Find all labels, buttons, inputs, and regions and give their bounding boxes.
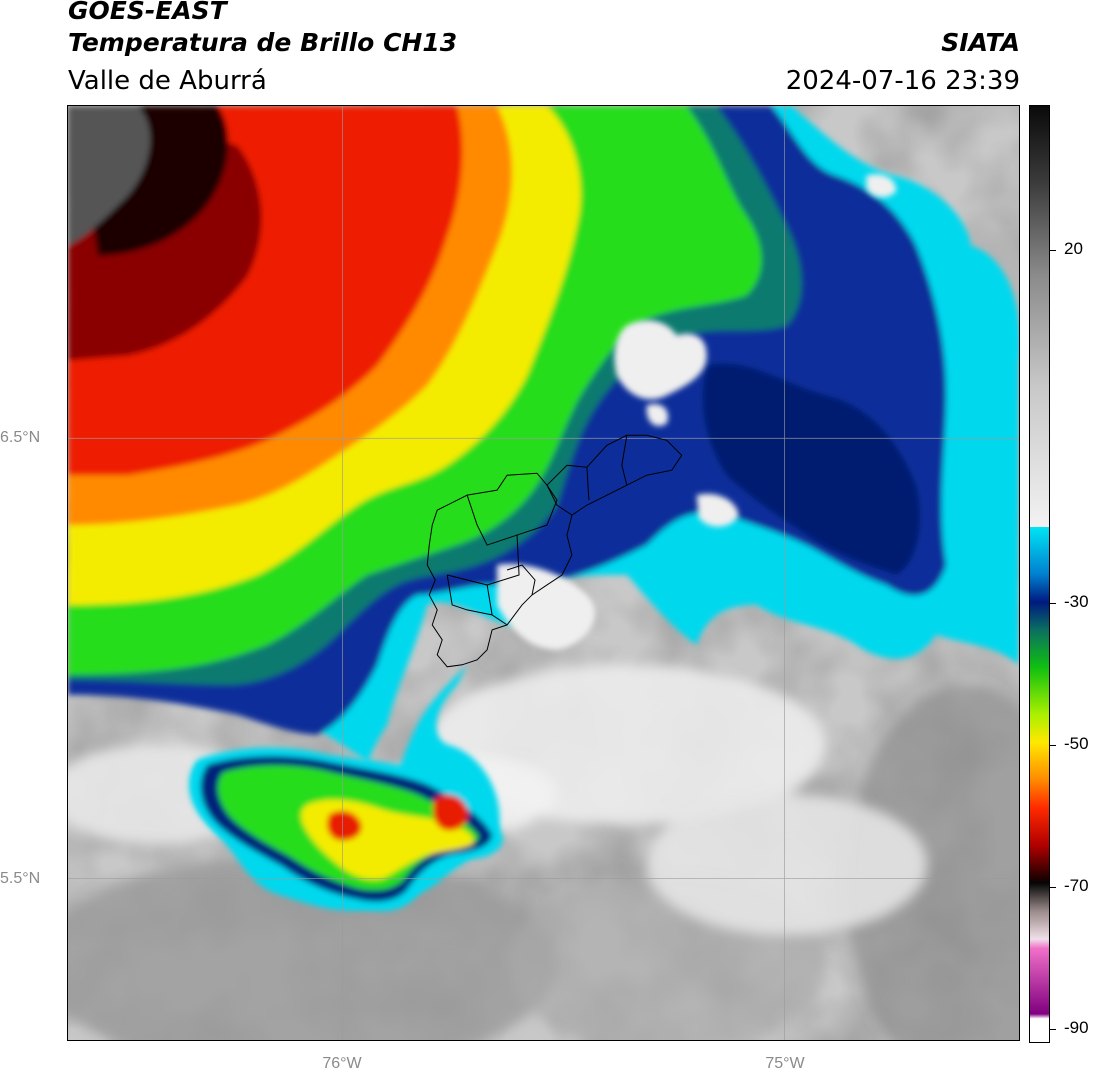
lon-label-76w: 76°W bbox=[322, 1055, 362, 1072]
lat-label-6.5n: 6.5°N bbox=[0, 429, 41, 446]
colorbar-label-20: 20 bbox=[1064, 239, 1083, 258]
dark-blue-core bbox=[702, 363, 921, 575]
map-title: GOES-EAST bbox=[68, 0, 227, 25]
colorbar-tick bbox=[1050, 745, 1056, 746]
gridlines bbox=[68, 106, 1019, 1040]
south-cell-red-west bbox=[327, 810, 362, 841]
south-cell-red-east bbox=[433, 794, 469, 831]
colorbar-gradient bbox=[1030, 106, 1049, 1042]
colorbar-label-minus50: -50 bbox=[1064, 734, 1089, 753]
southern-convective-cell bbox=[189, 747, 503, 912]
colorbar-label-minus90: -90 bbox=[1064, 1018, 1089, 1037]
lon-label-75w: 75°W bbox=[765, 1055, 805, 1072]
colorbar-tick bbox=[1050, 887, 1056, 888]
temperature-colorbar bbox=[1029, 105, 1050, 1043]
colorbar-label-minus30: -30 bbox=[1064, 592, 1089, 611]
datetime-label: 2024-07-16 23:39 bbox=[785, 66, 1020, 96]
colorbar-tick bbox=[1050, 1029, 1056, 1030]
colorbar-label-minus70: -70 bbox=[1064, 876, 1089, 895]
satellite-map[interactable] bbox=[67, 105, 1020, 1041]
brand-label: SIATA bbox=[941, 28, 1020, 57]
colorbar-tick bbox=[1050, 603, 1056, 604]
colorbar-tick bbox=[1050, 250, 1056, 251]
lat-label-5.5n: 5.5°N bbox=[0, 870, 41, 887]
region-label: Valle de Aburrá bbox=[68, 66, 267, 96]
map-subtitle: Temperatura de Brillo CH13 bbox=[68, 28, 458, 57]
gray-overshooting-top bbox=[68, 106, 151, 246]
municipal-boundaries bbox=[426, 434, 683, 668]
brightness-temperature-field bbox=[68, 106, 1019, 1040]
cloud-system bbox=[68, 106, 1019, 911]
cloud-gaps bbox=[497, 174, 897, 650]
